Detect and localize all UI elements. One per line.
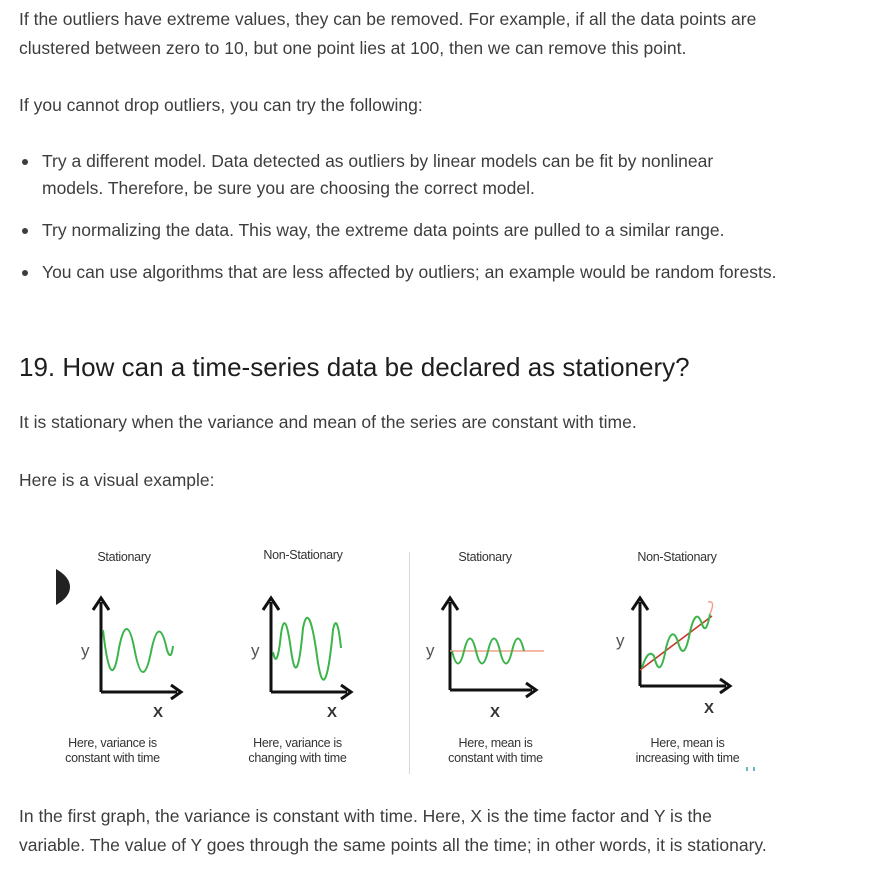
panel-4-caption: Here, mean is increasing with time [625, 736, 750, 766]
trend-line [639, 615, 713, 671]
panel-2-caption-line-1: Here, variance is [253, 736, 342, 750]
y-axis-label: y [426, 641, 435, 660]
panel-3-caption-line-2: constant with time [448, 751, 543, 765]
x-axis-label: X [704, 700, 714, 717]
first-graph-explanation: In the first graph, the variance is cons… [19, 806, 767, 855]
panel-1-caption-line-2: constant with time [65, 751, 160, 765]
visual-example-paragraph: Here is a visual example: [19, 470, 215, 490]
wave-series [272, 616, 342, 681]
x-axis-arrow [340, 683, 354, 701]
panel-3-title: Stationary [458, 550, 512, 564]
x-axis-label: X [327, 704, 337, 720]
wave-series [641, 613, 711, 669]
panel-3-caption: Here, mean is constant with time [433, 736, 558, 766]
list-item-text: Try normalizing the data. This way, the … [42, 220, 725, 240]
panel-2-graph: y X [251, 595, 354, 720]
y-axis-label: y [81, 641, 90, 660]
play-marker-icon [56, 569, 70, 605]
y-axis-arrow [630, 595, 650, 611]
outlier-options-list: Try a different model. Data detected as … [19, 148, 779, 301]
x-axis-arrow [525, 681, 539, 699]
list-item-text: Try a different model. Data detected as … [42, 151, 714, 198]
y-axis-arrow [91, 595, 111, 611]
trend-end-curl [707, 601, 714, 615]
x-axis-label: X [490, 704, 500, 720]
wave-series [451, 637, 525, 665]
bullet-dot [22, 228, 28, 234]
figure-divider [409, 552, 410, 774]
outlier-removal-paragraph: If the outliers have extreme values, the… [19, 9, 757, 58]
panel-4-caption-line-2: increasing with time [635, 751, 740, 765]
y-axis-arrow [440, 595, 460, 611]
panel-3-graph: y X [426, 595, 544, 720]
panel-1-caption: Here, variance is constant with time [55, 736, 170, 766]
panel-2-title: Non-Stationary [263, 548, 343, 562]
panel-1-graph: y X [81, 595, 184, 720]
stationary-definition-paragraph: It is stationary when the variance and m… [19, 412, 637, 432]
panel-3-caption-line-1: Here, mean is [458, 736, 533, 750]
y-axis-label: y [616, 631, 625, 650]
bullet-dot [22, 159, 28, 165]
panel-2-caption-line-2: changing with time [248, 751, 347, 765]
corner-marks [746, 767, 755, 771]
y-axis-label: y [251, 641, 260, 660]
list-item: Try normalizing the data. This way, the … [19, 217, 779, 244]
panel-1-title: Stationary [97, 550, 151, 564]
wave-series [102, 628, 174, 673]
list-item: Try a different model. Data detected as … [19, 148, 779, 202]
list-item-text: You can use algorithms that are less aff… [42, 262, 777, 282]
panel-4-graph: y X [616, 595, 733, 717]
panel-2-caption: Here, variance is changing with time [235, 736, 360, 766]
y-axis-arrow [261, 595, 281, 611]
x-axis-arrow [719, 677, 733, 695]
panel-4-caption-line-1: Here, mean is [650, 736, 725, 750]
section-heading: 19. How can a time-series data be declar… [19, 352, 690, 382]
x-axis-arrow [170, 683, 184, 701]
x-axis-label: X [153, 704, 163, 720]
panel-4-title: Non-Stationary [637, 550, 717, 564]
panel-1-caption-line-1: Here, variance is [68, 736, 157, 750]
stationarity-figure: Stationary y X Here, variance is constan… [50, 530, 770, 780]
bullet-dot [22, 270, 28, 276]
cannot-drop-outliers-paragraph: If you cannot drop outliers, you can try… [19, 95, 423, 115]
list-item: You can use algorithms that are less aff… [19, 259, 779, 286]
